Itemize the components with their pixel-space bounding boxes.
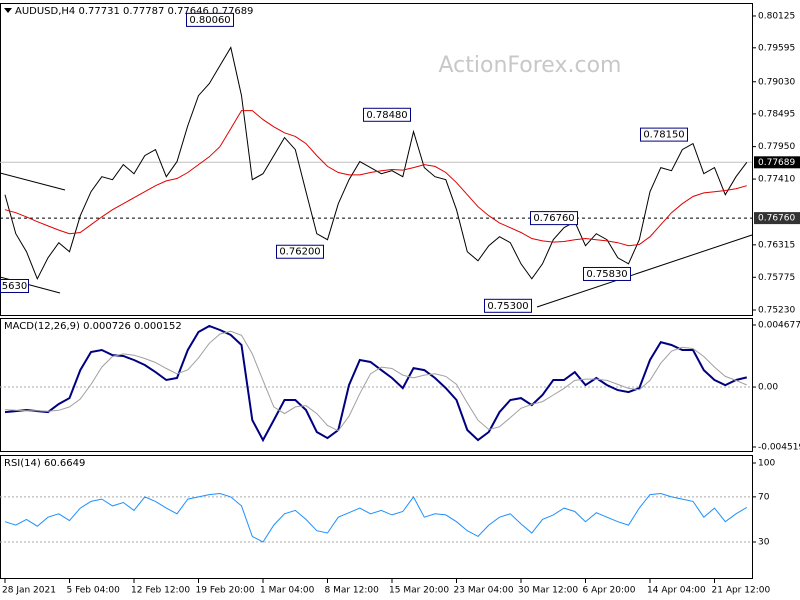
y-tick-label: -0.004519 (758, 442, 800, 452)
x-tick-label: 1 Mar 04:00 (260, 586, 315, 596)
annotation-label: 0.75300 (487, 301, 528, 312)
annotation-box (0, 278, 29, 293)
annotation-label: 5630 (2, 281, 27, 292)
x-tick-label: 30 Mar 12:00 (518, 586, 578, 596)
x-tick-label: 12 Feb 12:00 (131, 586, 190, 596)
y-tick-label: 0.79595 (758, 43, 795, 53)
level-tag (754, 212, 800, 225)
y-tick-label: 70 (758, 492, 770, 502)
trend-line (536, 234, 753, 308)
series-line (4, 330, 747, 432)
price-tag (754, 156, 800, 169)
annotation-label: 0.78480 (366, 110, 407, 121)
series-line (4, 324, 748, 443)
y-tick-label: 0.76315 (758, 240, 795, 250)
x-tick-label: 19 Feb 20:00 (196, 586, 255, 596)
annotation-box (640, 127, 688, 142)
chart-title: AUDUSD,H4 0.77731 0.77787 0.77646 0.7768… (15, 6, 253, 17)
x-tick-label: 15 Mar 20:00 (389, 586, 449, 596)
x-tick-label: 6 Apr 20:00 (583, 586, 636, 596)
x-tick-label: 23 Mar 04:00 (454, 586, 514, 596)
x-tick-label: 14 Apr 04:00 (647, 586, 706, 596)
annotation-label: 0.76200 (279, 247, 320, 258)
y-tick-label: 0.004677 (758, 321, 800, 331)
annotation-box (363, 107, 411, 122)
y-tick-label: 0.77410 (758, 175, 795, 185)
x-tick-label: 28 Jan 2021 (2, 586, 56, 596)
annotation-label: 0.80060 (189, 15, 230, 26)
y-tick-label: 0.75775 (758, 273, 795, 283)
menu-icon[interactable] (4, 8, 12, 13)
y-tick-label: 0.79030 (758, 77, 795, 87)
x-tick-label: 21 Apr 12:00 (712, 586, 771, 596)
y-tick-label: 100 (758, 459, 775, 469)
trend-line (0, 172, 66, 191)
y-tick-label: 0.00 (758, 383, 778, 393)
y-tick-label: 0.80125 (758, 11, 795, 21)
series-line (4, 492, 748, 543)
annotation-box (583, 266, 631, 281)
macd-title: MACD(12,26,9) 0.000726 0.000152 (4, 321, 182, 332)
annotation-box (186, 12, 234, 27)
y-tick-label: 30 (758, 538, 770, 548)
macd-panel (0, 318, 753, 452)
y-tick-label: 0.78495 (758, 109, 795, 119)
price-tag-label: 0.77689 (758, 158, 795, 168)
annotation-label: 0.78150 (643, 130, 684, 141)
annotation-label: 0.76760 (533, 213, 574, 224)
level-tag-label: 0.76760 (758, 214, 795, 224)
rsi-title: RSI(14) 60.6649 (4, 458, 85, 469)
y-tick-label: 0.75230 (758, 306, 795, 316)
x-tick-label: 5 Feb 04:00 (67, 586, 121, 596)
annotation-box (484, 298, 532, 313)
series-line (4, 46, 748, 281)
annotation-box (276, 244, 324, 259)
y-tick-label: 0.77950 (758, 142, 795, 152)
price-panel (0, 3, 753, 316)
series-line (4, 110, 747, 247)
annotation-label: 0.75830 (586, 269, 627, 280)
x-tick-label: 8 Mar 12:00 (325, 586, 380, 596)
annotation-box (530, 211, 578, 226)
watermark: ActionForex.com (439, 53, 622, 78)
rsi-panel (0, 455, 753, 579)
